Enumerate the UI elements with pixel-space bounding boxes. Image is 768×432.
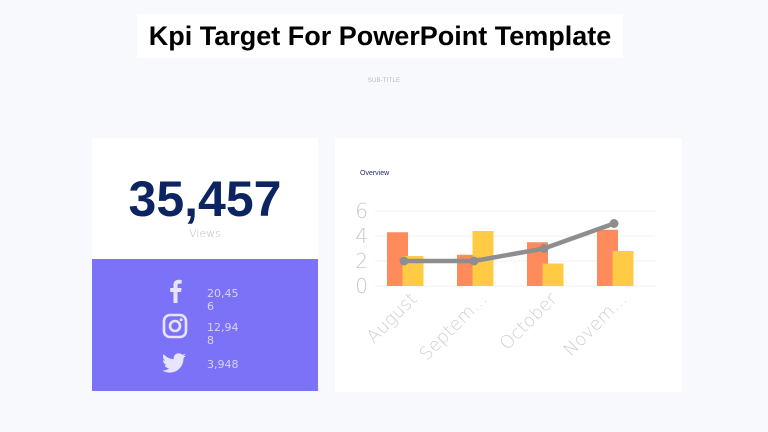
title-box: Kpi Target For PowerPoint Template [137,14,623,58]
chart-title: Overview [360,170,390,177]
y-tick-label: 4 [355,224,368,248]
y-tick-label: 2 [355,249,368,273]
x-tick-label: Novem... [559,289,631,361]
kpi-card: 35,457 Views 20,456 12,948 3,948 [92,138,318,391]
facebook-icon [170,279,182,303]
slide-title: Kpi Target For PowerPoint Template [148,20,612,51]
twitter-value: 3,948 [207,358,239,371]
bar-series-2 [402,256,424,286]
twitter-icon [162,353,186,373]
overview-chart-card: Overview 0 2 4 6 August Septem... October Novem… [335,138,682,392]
bar-series-2 [612,251,634,286]
slide-subtitle: SUB-TITLE [367,78,401,84]
social-row-facebook: 20,456 [92,277,318,313]
kpi-value: 35,457 [128,171,282,227]
line-marker [469,256,479,266]
bar-series-2 [542,263,564,286]
kpi-summary: 35,457 Views [92,138,318,259]
instagram-icon [162,313,188,339]
line-marker [399,256,409,266]
line-marker [539,244,549,253]
y-tick-label: 0 [355,274,368,298]
line-marker [609,219,619,228]
social-row-instagram: 12,948 [92,312,318,347]
x-tick-label: October [496,288,562,354]
line-series [404,221,615,264]
social-stats-panel: 20,456 12,948 3,948 [92,259,318,391]
x-tick-label: Septem... [415,289,491,365]
social-row-twitter: 3,948 [92,349,318,379]
instagram-value: 12,948 [207,321,239,347]
y-tick-label: 6 [355,199,368,223]
kpi-label: Views [189,227,221,240]
facebook-value: 20,456 [207,287,239,313]
x-tick-label: August [363,289,422,348]
